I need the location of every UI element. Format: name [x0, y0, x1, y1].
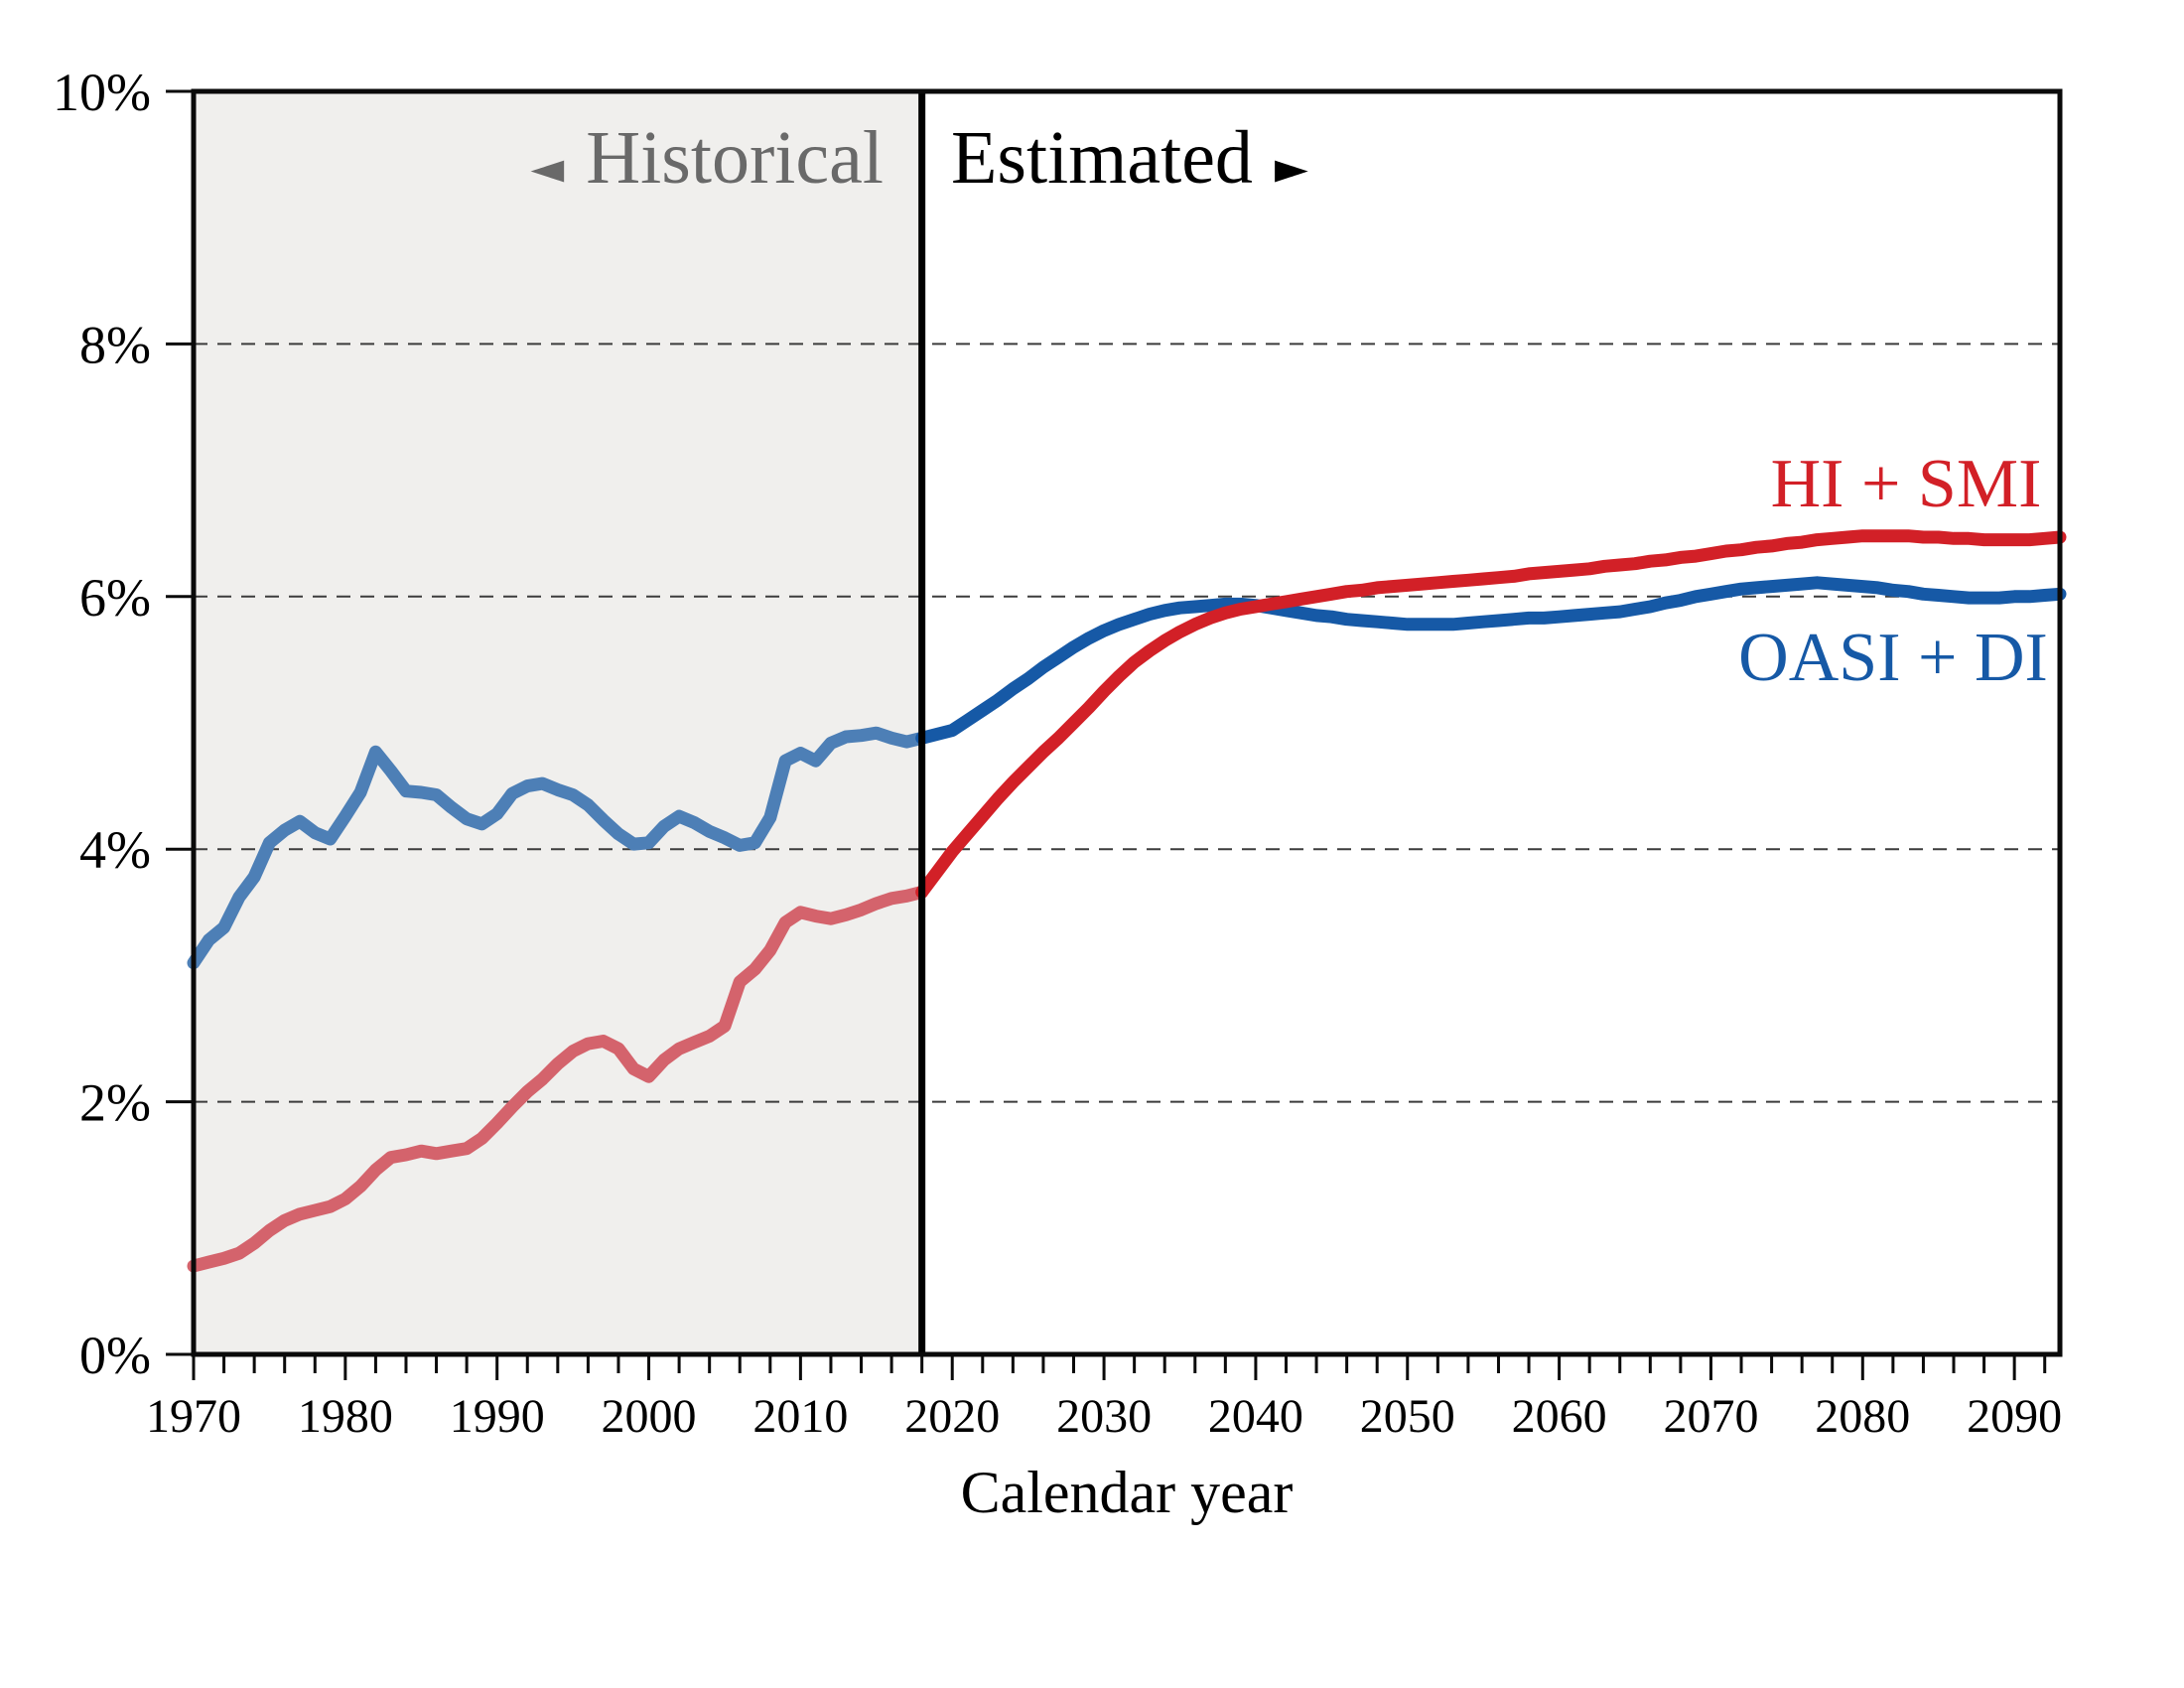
y-tick-label-0%: 0%	[79, 1326, 151, 1385]
historical-shaded-region	[194, 91, 922, 1354]
plot-frame	[191, 88, 2063, 1357]
x-tick-label-2000: 2000	[602, 1390, 697, 1443]
oasi-di-historical-line	[187, 726, 929, 970]
x-tick-label-2010: 2010	[752, 1390, 848, 1443]
hi-smi-series-label: HI + SMI	[1770, 446, 2042, 522]
hi-smi-historical-line	[187, 885, 929, 1273]
y-tick-label-10%: 10%	[53, 63, 151, 122]
estimated-region-label-text: Estimated	[951, 116, 1253, 200]
x-tick-label-2050: 2050	[1360, 1390, 1455, 1443]
x-tick-label-2040: 2040	[1208, 1390, 1303, 1443]
left-arrow-icon: ◄	[530, 143, 565, 194]
x-tick-label-2060: 2060	[1512, 1390, 1607, 1443]
x-tick-label-2080: 2080	[1815, 1390, 1910, 1443]
x-tick-label-1970: 1970	[146, 1390, 241, 1443]
y-tick-label-2%: 2%	[79, 1073, 151, 1133]
x-tick-label-1990: 1990	[450, 1390, 545, 1443]
x-tick-label-1980: 1980	[298, 1390, 393, 1443]
y-tick-label-8%: 8%	[79, 315, 151, 374]
historical-region-label: ◄ Historical	[0, 116, 884, 211]
right-arrow-icon: ►	[1274, 143, 1308, 194]
oasi-di-series-label: OASI + DI	[1738, 620, 2048, 696]
oasi-di-projected-line	[915, 576, 2067, 745]
x-axis-title: Calendar year	[960, 1460, 1294, 1525]
historical-region-label-text: Historical	[586, 116, 884, 200]
y-tick-label-6%: 6%	[79, 568, 151, 628]
x-tick-label-2020: 2020	[904, 1390, 1000, 1443]
estimated-region-label: Estimated ►	[951, 116, 1308, 211]
hi-smi-projected-line	[915, 529, 2067, 899]
x-tick-label-2090: 2090	[1967, 1390, 2062, 1443]
y-tick-label-4%: 4%	[79, 820, 151, 880]
x-tick-label-2070: 2070	[1663, 1390, 1758, 1443]
x-tick-label-2030: 2030	[1056, 1390, 1152, 1443]
